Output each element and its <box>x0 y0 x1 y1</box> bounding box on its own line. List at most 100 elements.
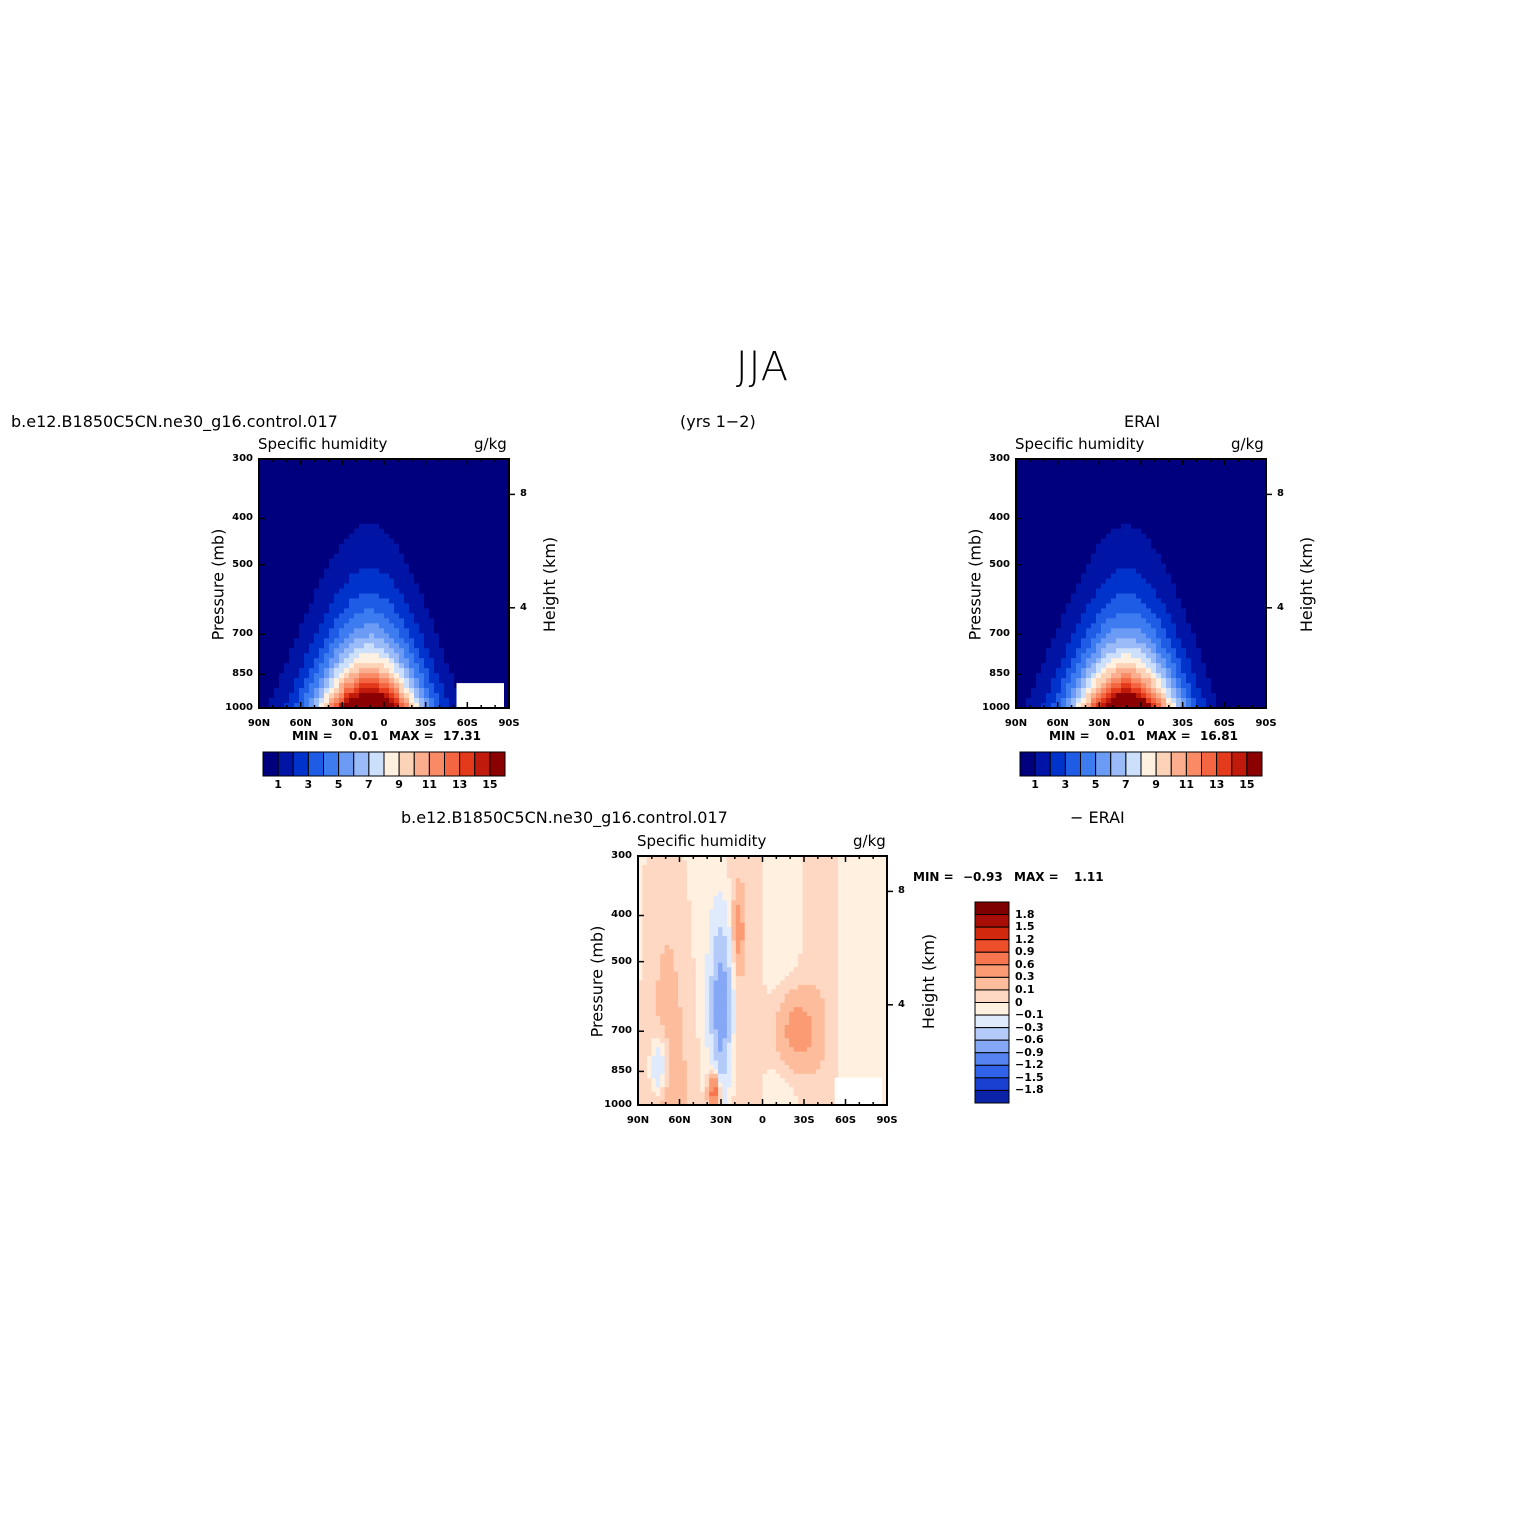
field-cell <box>1046 528 1052 535</box>
field-cell <box>1191 573 1197 580</box>
field-cell <box>1146 523 1152 530</box>
field-cell <box>1146 503 1152 510</box>
field-cell <box>434 668 440 674</box>
field-cell <box>314 588 320 595</box>
field-cell <box>1031 553 1037 560</box>
field-cell <box>444 538 450 545</box>
field-cell <box>329 653 335 659</box>
field-cell <box>284 478 290 485</box>
field-cell <box>364 598 370 605</box>
field-cell <box>404 528 410 535</box>
field-cell <box>1036 508 1042 515</box>
field-cell <box>1121 638 1127 644</box>
field-cell <box>279 598 285 605</box>
field-cell <box>394 658 400 664</box>
field-cell <box>329 573 335 580</box>
field-cell <box>1036 603 1042 609</box>
field-cell <box>1191 653 1197 659</box>
field-cell <box>474 488 480 495</box>
field-cell <box>1046 683 1052 689</box>
field-cell <box>1161 598 1167 605</box>
field-cell <box>1071 513 1077 520</box>
field-cell <box>1186 468 1192 475</box>
field-cell <box>1171 523 1177 530</box>
field-cell <box>444 483 450 490</box>
field-cell <box>334 593 340 600</box>
field-cell <box>349 538 355 545</box>
field-cell <box>1216 603 1222 609</box>
field-cell <box>299 688 305 694</box>
field-cell <box>1051 633 1057 639</box>
field-cell <box>1176 503 1182 510</box>
field-cell <box>1226 608 1232 614</box>
field-cell <box>1236 623 1242 629</box>
field-cell <box>1216 553 1222 560</box>
field-cell <box>1121 558 1127 565</box>
field-cell <box>1016 578 1022 585</box>
field-cell <box>374 583 380 590</box>
field-cell <box>314 573 320 580</box>
field-cell <box>354 593 360 600</box>
field-cell <box>1151 608 1157 614</box>
field-cell <box>319 548 325 555</box>
field-cell <box>1246 703 1252 709</box>
field-cell <box>1076 558 1082 565</box>
field-cell <box>404 668 410 674</box>
field-cell <box>1061 678 1067 684</box>
field-cell <box>1211 673 1217 679</box>
field-cell <box>449 563 455 570</box>
field-cell <box>1191 488 1197 495</box>
field-cell <box>1246 693 1252 699</box>
field-cell <box>379 483 385 490</box>
field-cell <box>1071 598 1077 605</box>
field-cell <box>1106 478 1112 485</box>
field-cell <box>1221 638 1227 644</box>
field-cell <box>1111 583 1117 590</box>
field-cell <box>394 498 400 505</box>
field-cell <box>1181 673 1187 679</box>
field-cell <box>1191 598 1197 605</box>
field-cell <box>439 548 445 555</box>
field-cell <box>469 598 475 605</box>
field-cell <box>464 583 470 590</box>
field-cell <box>299 583 305 590</box>
field-cell <box>259 513 265 520</box>
field-cell <box>1181 683 1187 689</box>
field-cell <box>1116 503 1122 510</box>
field-cell <box>1141 673 1147 679</box>
field-cell <box>1046 463 1052 470</box>
field-cell <box>1246 478 1252 485</box>
field-cell <box>1031 633 1037 639</box>
field-cell <box>379 473 385 480</box>
field-cell <box>399 698 405 704</box>
field-cell <box>1251 518 1257 525</box>
field-cell <box>1121 483 1127 490</box>
field-cell <box>264 668 270 674</box>
field-cell <box>1151 483 1157 490</box>
field-cell <box>1046 673 1052 679</box>
field-cell <box>1066 478 1072 485</box>
field-cell <box>1216 498 1222 505</box>
field-cell <box>489 648 495 654</box>
field-cell <box>459 593 465 600</box>
field-cell <box>1026 673 1032 679</box>
field-cell <box>439 513 445 520</box>
field-cell <box>439 518 445 525</box>
field-cell <box>1166 468 1172 475</box>
field-cell <box>494 618 500 624</box>
field-cell <box>1191 508 1197 515</box>
field-cell <box>459 473 465 480</box>
field-cell <box>449 568 455 575</box>
field-cell <box>1081 508 1087 515</box>
field-cell <box>1131 633 1137 639</box>
field-cell <box>314 568 320 575</box>
field-cell <box>1131 623 1137 629</box>
field-cell <box>444 578 450 585</box>
field-cell <box>319 653 325 659</box>
field-cell <box>334 478 340 485</box>
field-cell <box>1151 633 1157 639</box>
field-cell <box>1026 488 1032 495</box>
field-cell <box>424 483 430 490</box>
field-cell <box>1156 698 1162 704</box>
field-cell <box>264 688 270 694</box>
